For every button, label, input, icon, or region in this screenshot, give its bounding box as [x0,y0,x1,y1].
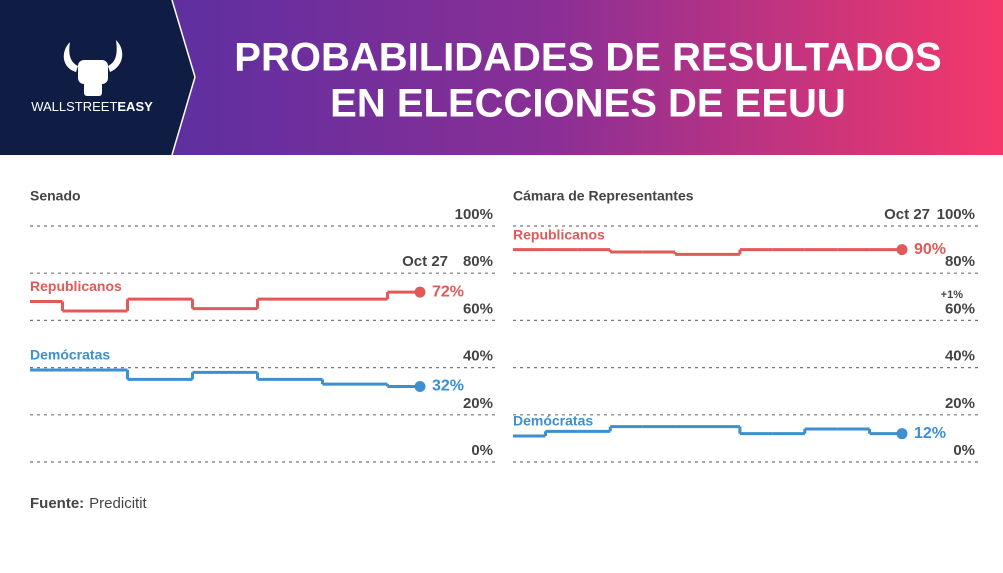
panel-edge [171,0,196,156]
end-dot [896,428,908,440]
y-tick-label: 0% [953,442,975,459]
y-tick-label: 40% [945,348,975,365]
series-label: Republicanos [513,226,605,242]
annotation: +1% [941,289,964,301]
source-label: Fuente: [30,495,84,512]
logo-icon [63,40,123,96]
logo-word: EASY [117,99,153,114]
x-annotation: Oct 27 [402,253,448,270]
chart-title: Cámara de Representantes [513,188,694,204]
series-label: Demócratas [513,413,593,429]
chart-title: Senado [30,188,81,204]
series-label: Republicanos [30,278,122,294]
end-dot [414,286,426,298]
y-tick-label: 80% [945,253,975,270]
value-label: 90% [914,241,946,258]
y-tick-label: 60% [945,300,975,317]
y-tick-label: 40% [463,348,493,365]
y-tick-label: 0% [471,442,493,459]
source: Fuente: Predicitit [30,495,148,512]
end-dot [414,380,426,392]
logo-text: WALLSTREETEASY [31,99,153,114]
end-dot [896,244,908,256]
title-line: PROBABILIDADES DE RESULTADOS [234,36,941,80]
title-line: EN ELECCIONES DE EEUU [330,82,846,126]
y-tick-label: 100% [937,206,975,223]
value-label: 12% [914,425,946,442]
y-tick-label: 20% [945,395,975,412]
series-label: Demócratas [30,347,110,363]
y-tick-label: 80% [463,253,493,270]
source-text: Predicitit [89,495,147,512]
value-label: 72% [432,283,464,300]
y-tick-label: 20% [463,395,493,412]
logo-word: WALLSTREET [31,99,117,114]
x-annotation: Oct 27 [884,206,930,223]
y-tick-label: 60% [463,300,493,317]
y-tick-label: 100% [455,206,493,223]
value-label: 32% [432,378,464,395]
